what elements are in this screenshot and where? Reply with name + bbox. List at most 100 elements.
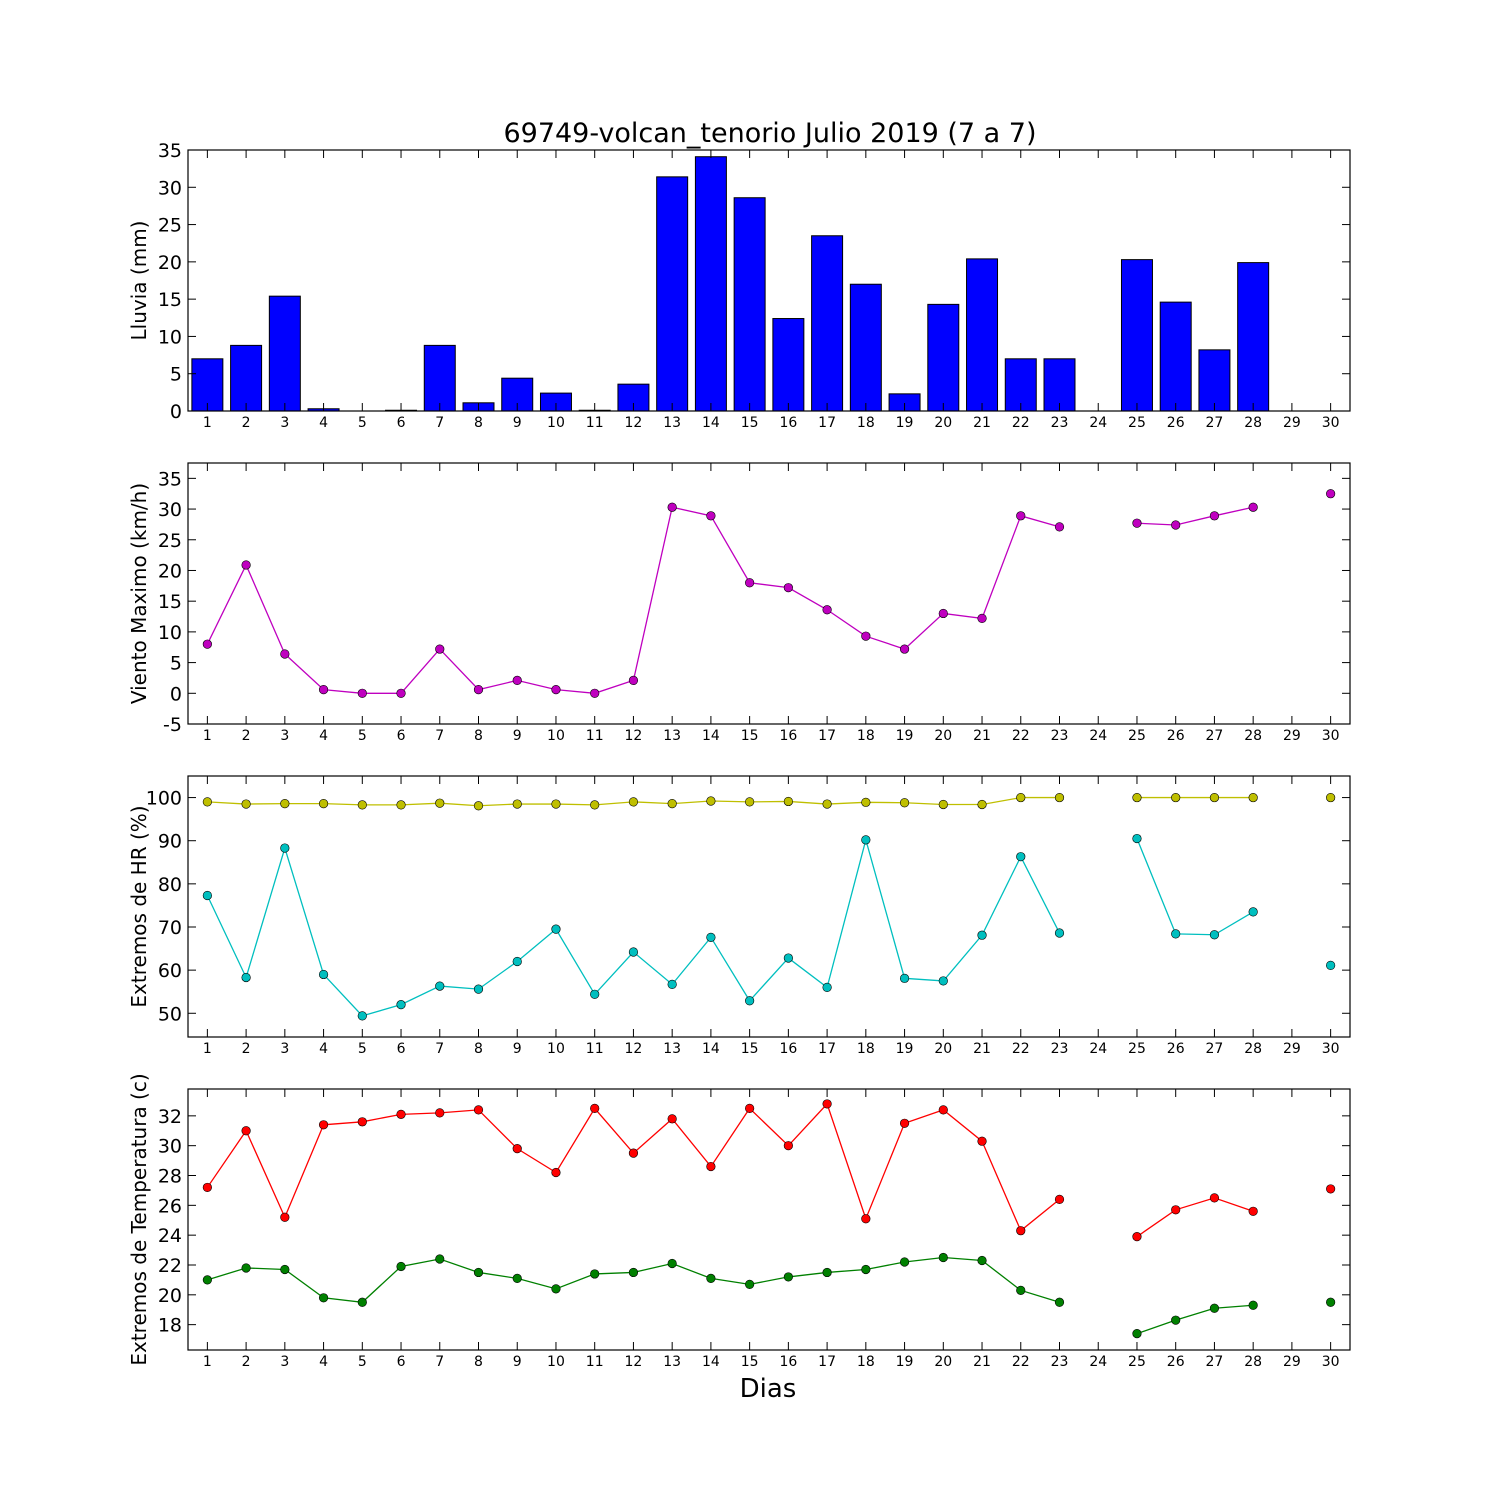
data-point <box>1016 852 1026 862</box>
bar <box>733 197 766 412</box>
bar <box>772 318 805 412</box>
data-point <box>396 1109 406 1119</box>
series-line-2 <box>207 1256 1060 1303</box>
bar <box>1120 259 1153 412</box>
data-point <box>590 688 600 698</box>
series-line-2 <box>206 837 1061 1017</box>
data-point <box>1248 907 1258 917</box>
x-tick-label: 29 <box>1283 1354 1301 1370</box>
y-tick-label: 24 <box>158 1225 182 1247</box>
x-tick-label: 17 <box>818 1354 836 1370</box>
y-tick-label: 32 <box>158 1106 182 1128</box>
x-tick-label: 23 <box>1051 728 1069 744</box>
y-tick-label: 25 <box>158 215 182 237</box>
y-tick-label: 18 <box>158 1315 182 1337</box>
x-tick-label: 18 <box>857 415 875 431</box>
x-tick-label: 10 <box>547 1354 565 1370</box>
data-point <box>1209 792 1220 803</box>
x-tick-label: 14 <box>702 728 720 744</box>
data-point <box>1132 518 1142 528</box>
data-point <box>1209 1303 1220 1313</box>
data-point <box>977 1136 987 1146</box>
data-point <box>396 1261 406 1272</box>
data-point <box>1326 1297 1336 1307</box>
x-tick-label: 3 <box>280 1041 289 1057</box>
data-point <box>1132 1232 1142 1242</box>
x-tick-label: 25 <box>1128 1041 1146 1057</box>
data-point <box>1209 511 1220 521</box>
y-tick-label: 15 <box>158 591 182 613</box>
data-point <box>551 685 561 695</box>
x-tick-label: 4 <box>319 1354 328 1370</box>
y-tick-label: 0 <box>170 683 182 705</box>
data-point <box>628 797 639 807</box>
x-tick-label: 13 <box>663 1354 681 1370</box>
x-tick-label: 5 <box>358 1041 367 1057</box>
x-tick-label: 7 <box>435 728 444 744</box>
data-point <box>1132 1328 1142 1339</box>
y-tick-label: 60 <box>158 960 182 982</box>
data-point <box>1326 792 1336 803</box>
x-tick-label: 26 <box>1167 1354 1185 1370</box>
data-point <box>357 1117 367 1127</box>
data-point <box>745 1103 755 1113</box>
data-point <box>628 675 639 685</box>
x-tick-label: 9 <box>513 1354 522 1370</box>
data-point <box>938 976 948 986</box>
series-line-2 <box>1136 838 1254 936</box>
data-point <box>1016 792 1026 803</box>
data-point <box>1132 792 1142 803</box>
x-tick-label: 8 <box>474 1354 483 1370</box>
x-tick-label: 15 <box>741 1354 759 1370</box>
data-point <box>977 1255 987 1266</box>
data-point <box>783 1141 793 1151</box>
y-axis-label: Extremos de Temperatura (c) <box>127 1073 151 1365</box>
data-point <box>551 924 561 934</box>
data-point <box>899 1257 910 1267</box>
x-tick-label: 4 <box>319 728 328 744</box>
x-tick-label: 7 <box>435 1041 444 1057</box>
data-point <box>706 1273 716 1284</box>
x-tick-label: 30 <box>1322 415 1340 431</box>
x-tick-label: 8 <box>474 728 483 744</box>
x-tick-label: 26 <box>1167 415 1185 431</box>
data-point <box>977 930 987 940</box>
x-tick-label: 1 <box>203 415 212 431</box>
x-tick-label: 2 <box>242 1041 251 1057</box>
data-point <box>1054 522 1065 532</box>
x-tick-label: 27 <box>1206 415 1224 431</box>
x-tick-label: 5 <box>358 1354 367 1370</box>
data-point <box>706 932 716 942</box>
x-tick-label: 5 <box>358 728 367 744</box>
data-point <box>512 675 522 685</box>
x-tick-label: 30 <box>1322 1354 1340 1370</box>
data-point <box>435 981 445 991</box>
x-tick-label: 11 <box>586 728 604 744</box>
data-point <box>551 1284 561 1294</box>
x-tick-label: 24 <box>1089 1354 1107 1370</box>
x-tick-label: 3 <box>280 415 289 431</box>
x-tick-label: 3 <box>280 1354 289 1370</box>
data-point <box>861 631 871 641</box>
x-tick-label: 7 <box>435 415 444 431</box>
bar <box>1004 358 1037 412</box>
x-tick-label: 21 <box>973 1354 991 1370</box>
x-tick-label: 30 <box>1322 1041 1340 1057</box>
x-tick-label: 23 <box>1051 415 1069 431</box>
data-point <box>938 799 948 810</box>
y-tick-label: 20 <box>158 252 182 274</box>
x-tick-label: 15 <box>741 728 759 744</box>
y-tick-label: 35 <box>158 468 182 490</box>
bar <box>1198 349 1231 412</box>
x-tick-label: 27 <box>1206 1354 1224 1370</box>
data-point <box>1171 1315 1181 1325</box>
series-line-1 <box>206 1102 1060 1232</box>
data-point <box>745 1279 755 1289</box>
data-point <box>822 1099 832 1109</box>
data-point <box>512 1144 522 1154</box>
y-tick-label: 30 <box>158 177 182 199</box>
x-tick-label: 6 <box>397 415 406 431</box>
x-tick-label: 5 <box>358 415 367 431</box>
